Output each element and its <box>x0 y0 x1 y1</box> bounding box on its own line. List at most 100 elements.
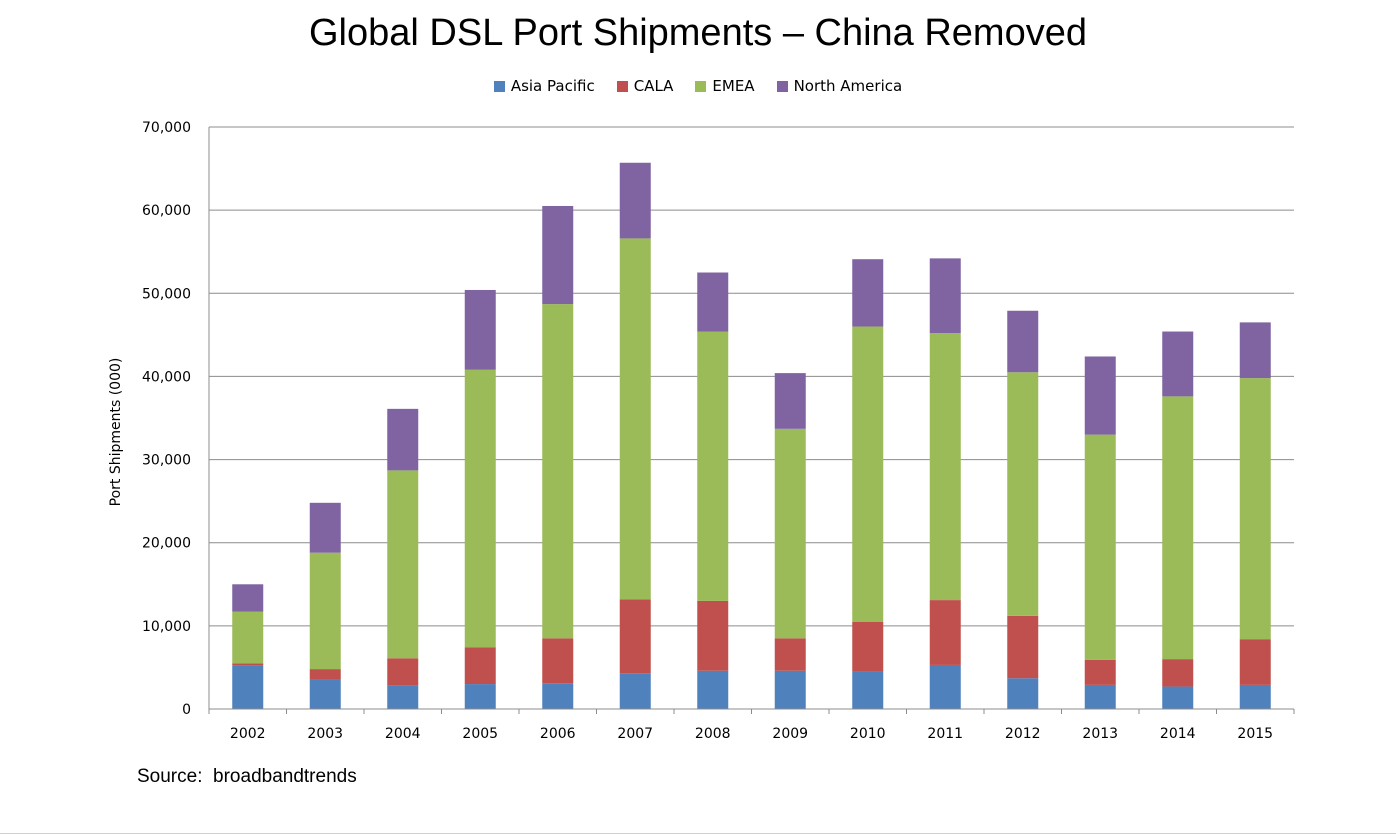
bar-asia-pacific-2009 <box>774 670 806 709</box>
bar-emea-2003 <box>309 552 341 670</box>
legend-label-emea: EMEA <box>712 77 755 95</box>
y-axis-label: Port Shipments (000) <box>108 358 124 507</box>
bar-cala-2015 <box>1239 639 1271 685</box>
bar-asia-pacific-2011 <box>929 664 961 709</box>
y-tick-label: 20,000 <box>142 536 191 552</box>
legend-swatch-asia-pacific <box>493 80 505 92</box>
bar-north-america-2009 <box>774 373 806 429</box>
bar-north-america-2006 <box>542 205 574 305</box>
bar-cala-2011 <box>929 600 961 665</box>
y-tick-label: 30,000 <box>142 453 191 469</box>
bar-asia-pacific-2013 <box>1084 684 1116 709</box>
axes <box>208 127 1295 714</box>
x-tick-label: 2005 <box>462 726 498 742</box>
bar-emea-2009 <box>774 428 806 639</box>
bar-north-america-2004 <box>387 408 419 471</box>
bar-cala-2008 <box>697 600 729 671</box>
legend-item-emea: EMEA <box>695 76 755 96</box>
bar-cala-2003 <box>309 669 341 680</box>
legend-item-cala: CALA <box>616 76 674 96</box>
bar-cala-2013 <box>1084 659 1116 685</box>
bottom-border <box>0 833 1396 834</box>
x-tick-label: 2004 <box>385 726 421 742</box>
chart-title: Global DSL Port Shipments – China Remove… <box>309 12 1087 54</box>
bar-emea-2012 <box>1007 372 1039 616</box>
x-tick-label: 2015 <box>1237 726 1273 742</box>
bar-north-america-2008 <box>697 272 729 332</box>
bar-north-america-2005 <box>464 289 496 370</box>
x-tick-labels: 2002 2003 2004 2005 2006 2007 2008 2009 2010 2011… <box>230 726 1273 742</box>
x-tick-label: 2014 <box>1160 726 1196 742</box>
x-tick-label: 2013 <box>1082 726 1118 742</box>
y-tick-label: 70,000 <box>142 120 191 136</box>
y-tick-label: 10,000 <box>142 619 191 635</box>
bar-north-america-2014 <box>1162 331 1194 397</box>
bar-emea-2008 <box>697 331 729 601</box>
bar-north-america-2013 <box>1084 356 1116 435</box>
bar-asia-pacific-2010 <box>852 671 884 709</box>
legend-item-north-america: North America <box>776 76 903 96</box>
bars <box>232 162 1271 709</box>
x-tick-label: 2009 <box>772 726 808 742</box>
legend-label-north-america: North America <box>793 77 903 95</box>
x-tick-label: 2007 <box>617 726 653 742</box>
bar-emea-2004 <box>387 470 419 659</box>
y-tick-label: 50,000 <box>142 286 191 302</box>
x-tick-label: 2008 <box>695 726 731 742</box>
y-tick-label: 60,000 <box>142 203 191 219</box>
bar-cala-2005 <box>464 647 496 685</box>
legend-swatch-north-america <box>776 80 788 92</box>
bar-cala-2009 <box>774 638 806 671</box>
y-tick-label: 40,000 <box>142 369 191 385</box>
x-tick-label: 2002 <box>230 726 266 742</box>
bar-emea-2014 <box>1162 396 1194 660</box>
bar-cala-2002 <box>232 663 264 666</box>
legend-swatch-emea <box>695 80 707 92</box>
bar-asia-pacific-2004 <box>387 685 419 709</box>
bar-emea-2015 <box>1239 378 1271 640</box>
bar-asia-pacific-2015 <box>1239 684 1271 709</box>
legend-item-asia-pacific: Asia Pacific <box>493 76 595 96</box>
bar-cala-2006 <box>542 638 574 684</box>
legend-label-asia-pacific: Asia Pacific <box>510 77 595 95</box>
bar-emea-2006 <box>542 304 574 639</box>
bar-north-america-2012 <box>1007 310 1039 373</box>
bar-emea-2010 <box>852 326 884 622</box>
bar-emea-2005 <box>464 369 496 648</box>
x-tick-label: 2010 <box>850 726 886 742</box>
bar-emea-2007 <box>619 238 651 600</box>
bar-cala-2012 <box>1007 615 1039 679</box>
bar-north-america-2007 <box>619 162 651 239</box>
bar-emea-2002 <box>232 611 264 664</box>
bar-cala-2007 <box>619 599 651 674</box>
bar-asia-pacific-2012 <box>1007 678 1039 709</box>
bar-north-america-2002 <box>232 584 264 612</box>
bar-north-america-2011 <box>929 258 961 334</box>
bar-emea-2013 <box>1084 434 1116 660</box>
bar-cala-2014 <box>1162 659 1194 687</box>
x-tick-label: 2011 <box>927 726 963 742</box>
bar-asia-pacific-2008 <box>697 670 729 709</box>
bar-asia-pacific-2007 <box>619 673 651 709</box>
legend-label-cala: CALA <box>633 77 674 95</box>
bar-north-america-2015 <box>1239 322 1271 379</box>
bar-asia-pacific-2002 <box>232 665 264 709</box>
x-tick-label: 2003 <box>307 726 343 742</box>
bar-asia-pacific-2003 <box>309 679 341 709</box>
bar-north-america-2003 <box>309 502 341 553</box>
y-tick-labels: 0 10,000 20,000 30,000 40,000 50,000 60,000 70,… <box>142 120 191 718</box>
gridlines <box>209 126 1294 627</box>
source-note: Source: broadbandtrends <box>137 766 357 787</box>
x-tick-label: 2006 <box>540 726 576 742</box>
bar-emea-2011 <box>929 333 961 601</box>
bar-north-america-2010 <box>852 259 884 327</box>
x-tick-label: 2012 <box>1005 726 1041 742</box>
chart-legend: Asia Pacific CALA EMEA North America <box>0 76 1396 96</box>
legend-swatch-cala <box>616 80 628 92</box>
y-tick-label: 0 <box>182 702 191 718</box>
bar-asia-pacific-2006 <box>542 683 574 709</box>
bar-asia-pacific-2005 <box>464 684 496 709</box>
bar-cala-2010 <box>852 621 884 672</box>
bar-cala-2004 <box>387 658 419 686</box>
